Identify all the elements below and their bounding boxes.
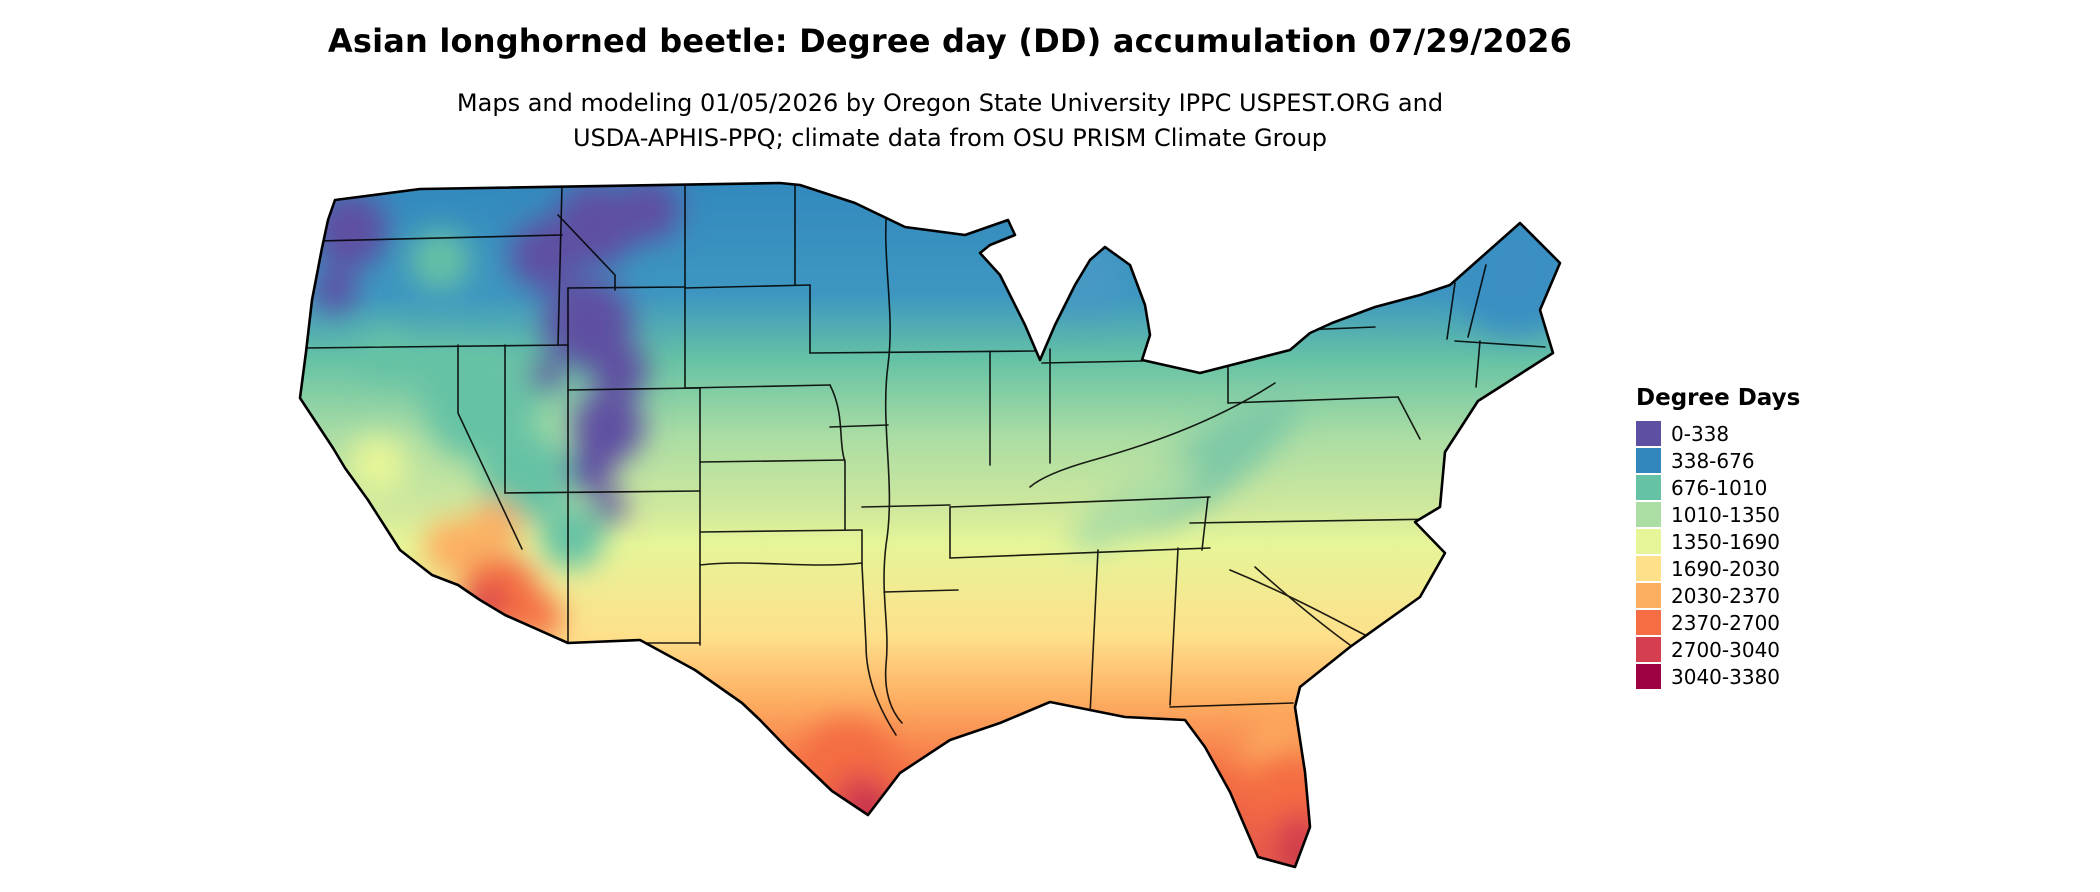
- us-degree-day-map: [290, 175, 1610, 885]
- legend-items: 0-338 338-676 676-1010 1010-1350 1350-1690 16…: [1636, 420, 1800, 690]
- legend-swatch: [1636, 448, 1661, 473]
- legend-swatch: [1636, 583, 1661, 608]
- legend-label: 2370-2700: [1671, 610, 1781, 635]
- degree-day-raster: [300, 183, 1560, 867]
- legend-item: 676-1010: [1636, 474, 1800, 501]
- legend-label: 3040-3380: [1671, 664, 1781, 689]
- legend-swatch: [1636, 502, 1661, 527]
- map-header: Asian longhorned beetle: Degree day (DD)…: [0, 22, 1900, 156]
- legend-label: 0-338: [1671, 421, 1730, 446]
- legend-item: 1690-2030: [1636, 555, 1800, 582]
- legend-swatch: [1636, 610, 1661, 635]
- page-title: Asian longhorned beetle: Degree day (DD)…: [327, 22, 1573, 60]
- legend-item: 1350-1690: [1636, 528, 1800, 555]
- legend-swatch: [1636, 529, 1661, 554]
- legend-label: 1010-1350: [1671, 502, 1781, 527]
- legend-item: 1010-1350: [1636, 501, 1800, 528]
- legend-label: 2700-3040: [1671, 637, 1781, 662]
- legend-swatch: [1636, 637, 1661, 662]
- legend-label: 676-1010: [1671, 475, 1768, 500]
- state-boundaries: [303, 183, 1546, 736]
- legend-title: Degree Days: [1636, 385, 1801, 411]
- legend-label: 1350-1690: [1671, 529, 1781, 554]
- legend-item: 2370-2700: [1636, 609, 1800, 636]
- legend-swatch: [1636, 421, 1661, 446]
- legend-label: 2030-2370: [1671, 583, 1781, 608]
- legend-item: 2700-3040: [1636, 636, 1800, 663]
- legend-swatch: [1636, 475, 1661, 500]
- legend-swatch: [1636, 664, 1661, 689]
- legend-item: 0-338: [1636, 420, 1800, 447]
- legend-swatch: [1636, 556, 1661, 581]
- legend-item: 2030-2370: [1636, 582, 1800, 609]
- legend-item: 3040-3380: [1636, 663, 1800, 690]
- legend-label: 1690-2030: [1671, 556, 1781, 581]
- page-subtitle-line1: Maps and modeling 01/05/2026 by Oregon S…: [456, 89, 1444, 117]
- legend-item: 338-676: [1636, 447, 1800, 474]
- us-map-svg: [298, 181, 1562, 869]
- map-legend: Degree Days 0-338 338-676 676-1010 1010-135…: [1636, 385, 1800, 690]
- legend-label: 338-676: [1671, 448, 1755, 473]
- page-subtitle-line2: USDA-APHIS-PPQ; climate data from OSU PR…: [572, 124, 1328, 152]
